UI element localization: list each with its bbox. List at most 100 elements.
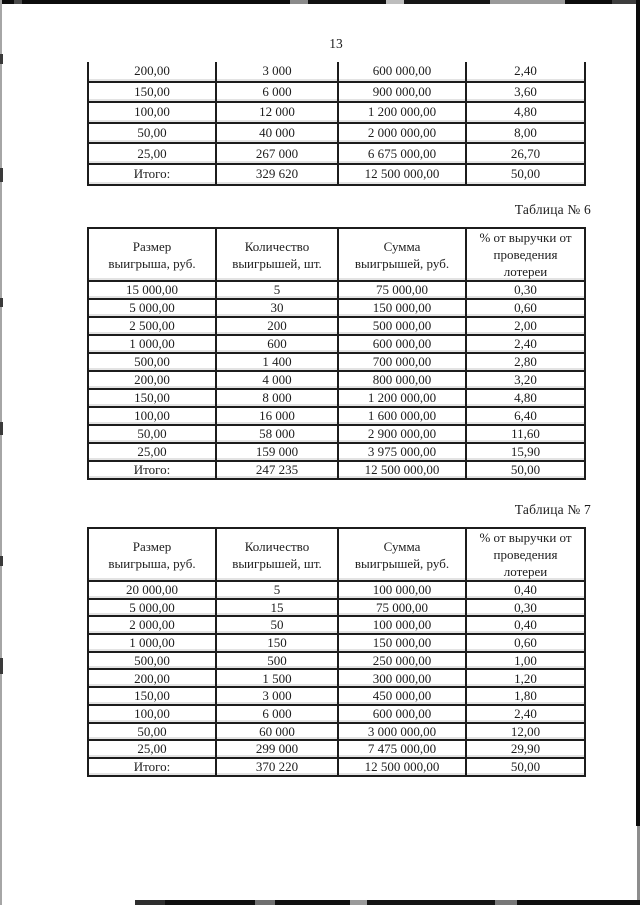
column-header: Размер выигрыша, руб. <box>87 527 217 582</box>
scan-artifact-mark <box>0 556 3 566</box>
table-cell: 500 <box>215 650 339 671</box>
table-cell: 150 <box>215 633 339 653</box>
table-cell: 60 000 <box>215 721 339 742</box>
table-row: 5 000,00 30 150 000,00 0,60 <box>87 298 586 318</box>
table-cell: 12 500 000,00 <box>337 460 467 480</box>
table-cell: 500,00 <box>87 650 217 671</box>
table-row: 2 500,00 200 500 000,00 2,00 <box>87 316 586 336</box>
table-cell: 600 000,00 <box>337 334 467 354</box>
table-cell: 12 000 <box>215 101 339 124</box>
table-cell: 40 000 <box>215 121 339 145</box>
table-row: 50,00 40 000 2 000 000,00 8,00 <box>87 121 586 145</box>
table-cell: 2,40 <box>465 703 586 724</box>
table-cell: 6 675 000,00 <box>337 142 467 165</box>
data-table: Размер выигрыша, руб. Количество выигрыше… <box>87 227 586 480</box>
table-row: Итого: 370 220 12 500 000,00 50,00 <box>87 756 586 777</box>
scan-artifact-right-edge <box>636 0 640 826</box>
table-cell: 58 000 <box>215 424 339 444</box>
table-cell: 12 500 000,00 <box>337 756 467 777</box>
table-cell: 200,00 <box>87 668 217 689</box>
table-row: 150,00 3 000 450 000,00 1,80 <box>87 686 586 706</box>
table-cell: 12 500 000,00 <box>337 162 467 186</box>
table-row: 1 000,00 600 600 000,00 2,40 <box>87 334 586 354</box>
header-row: Размер выигрыша, руб. Количество выигрыше… <box>87 527 586 582</box>
table-cell: 247 235 <box>215 460 339 480</box>
column-header: Сумма выигрышей, руб. <box>337 527 467 582</box>
table-cell: 500,00 <box>87 352 217 372</box>
table-cell: 1 200 000,00 <box>337 388 467 408</box>
table-6: Размер выигрыша, руб. Количество выигрыше… <box>87 227 586 480</box>
scan-artifact-bottom-edge <box>135 900 640 905</box>
table-cell: 50,00 <box>465 756 586 777</box>
data-table: Размер выигрыша, руб. Количество выигрыше… <box>87 527 586 777</box>
table-cell: 4,80 <box>465 101 586 124</box>
table-cell: 16 000 <box>215 406 339 426</box>
table-cell: 267 000 <box>215 142 339 165</box>
data-table: 200,00 3 000 600 000,00 2,40 150,00 6 000 900 … <box>87 62 586 186</box>
table-cell: 15,90 <box>465 442 586 462</box>
table-cell: 200,00 <box>87 62 217 83</box>
table-row: 200,00 3 000 600 000,00 2,40 <box>87 62 586 83</box>
table-cell: 100,00 <box>87 703 217 724</box>
table-cell: 1,00 <box>465 650 586 671</box>
table-row: 5 000,00 15 75 000,00 0,30 <box>87 597 586 618</box>
table-cell: 700 000,00 <box>337 352 467 372</box>
table-row: 1 000,00 150 150 000,00 0,60 <box>87 633 586 653</box>
table-cell: 370 220 <box>215 756 339 777</box>
scan-artifact-left-edge <box>0 0 2 905</box>
table-cell: 100,00 <box>87 406 217 426</box>
table-cell: 25,00 <box>87 739 217 759</box>
table-cell: 2 000 000,00 <box>337 121 467 145</box>
table-cell: 8 000 <box>215 388 339 408</box>
table-cell: 299 000 <box>215 739 339 759</box>
column-header: Сумма выигрышей, руб. <box>337 227 467 282</box>
table-cell: 26,70 <box>465 142 586 165</box>
table-cell: 100 000,00 <box>337 615 467 636</box>
table-row: 50,00 58 000 2 900 000,00 11,60 <box>87 424 586 444</box>
table-row: 2 000,00 50 100 000,00 0,40 <box>87 615 586 636</box>
scan-artifact-mark <box>0 298 3 307</box>
table-cell: 900 000,00 <box>337 80 467 104</box>
table-cell: 2,40 <box>465 62 586 83</box>
table7-caption: Таблица № 7 <box>514 502 591 517</box>
table-cell: 1 400 <box>215 352 339 372</box>
table-cell: 1 000,00 <box>87 334 217 354</box>
table-cell: 12,00 <box>465 721 586 742</box>
table-cell: 329 620 <box>215 162 339 186</box>
scan-artifact-right-edge-lower <box>637 826 640 905</box>
page-number: 13 <box>329 36 343 51</box>
header-row: Размер выигрыша, руб. Количество выигрыше… <box>87 227 586 282</box>
table-row: 50,00 60 000 3 000 000,00 12,00 <box>87 721 586 742</box>
scan-artifact-mark <box>0 168 3 182</box>
table-cell: 150,00 <box>87 388 217 408</box>
table-cell: 250 000,00 <box>337 650 467 671</box>
table-cell: 15 000,00 <box>87 280 217 300</box>
table-row: 500,00 500 250 000,00 1,00 <box>87 650 586 671</box>
table-cell: Итого: <box>87 756 217 777</box>
table-cell: 150 000,00 <box>337 633 467 653</box>
table-cell: 30 <box>215 298 339 318</box>
column-header: % от выручки от проведения лотереи <box>465 227 586 282</box>
table-cell: 6 000 <box>215 80 339 104</box>
table-cell: 0,60 <box>465 298 586 318</box>
table-cell: 4,80 <box>465 388 586 408</box>
table-cell: 3 000 <box>215 686 339 706</box>
table-cell: 7 475 000,00 <box>337 739 467 759</box>
table-cell: 50 <box>215 615 339 636</box>
table-row: 200,00 4 000 800 000,00 3,20 <box>87 370 586 390</box>
table-cell: 2,80 <box>465 352 586 372</box>
table-cell: 2 000,00 <box>87 615 217 636</box>
table-row: 150,00 8 000 1 200 000,00 4,80 <box>87 388 586 408</box>
table-cell: 3,60 <box>465 80 586 104</box>
table-7: Размер выигрыша, руб. Количество выигрыше… <box>87 527 586 777</box>
table-cell: 50,00 <box>87 121 217 145</box>
table-cell: 1 200 000,00 <box>337 101 467 124</box>
table-cell: 75 000,00 <box>337 597 467 618</box>
table-cell: 75 000,00 <box>337 280 467 300</box>
table-row: 100,00 16 000 1 600 000,00 6,40 <box>87 406 586 426</box>
table-continuation: 200,00 3 000 600 000,00 2,40 150,00 6 000 900 … <box>87 62 586 186</box>
table-cell: 25,00 <box>87 442 217 462</box>
table-cell: 0,40 <box>465 615 586 636</box>
table-cell: 600 000,00 <box>337 703 467 724</box>
table-cell: 15 <box>215 597 339 618</box>
